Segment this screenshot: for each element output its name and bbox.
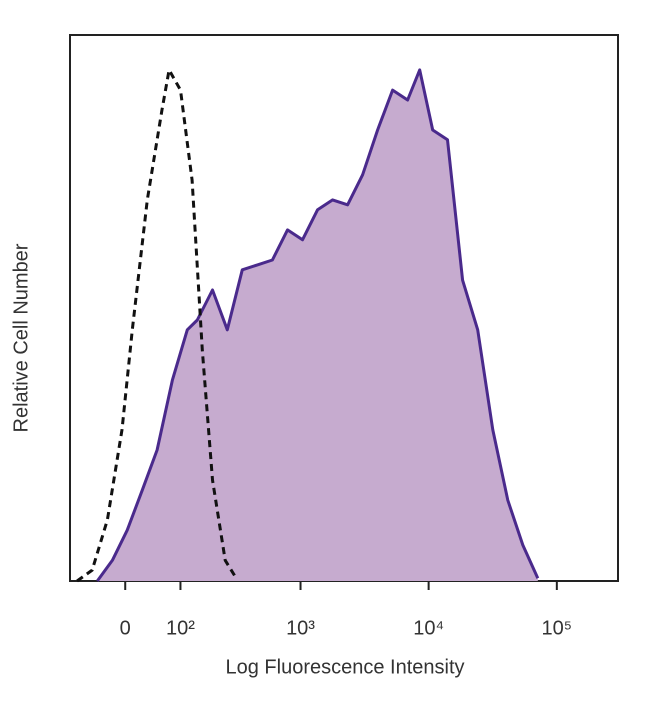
x-tick-label: 10⁴: [413, 617, 444, 639]
x-tick-label: 0: [120, 617, 131, 639]
x-tick-label: 10²: [166, 617, 195, 639]
x-tick-label: 10³: [286, 617, 315, 639]
histogram-line: [76, 68, 238, 583]
x-tick-label: 10⁵: [542, 617, 573, 639]
x-axis-label: Log Fluorescence Intensity: [225, 656, 464, 678]
y-axis-label: Relative Cell Number: [10, 243, 32, 432]
histogram-line: [96, 68, 540, 582]
histogram-area: [97, 69, 538, 582]
